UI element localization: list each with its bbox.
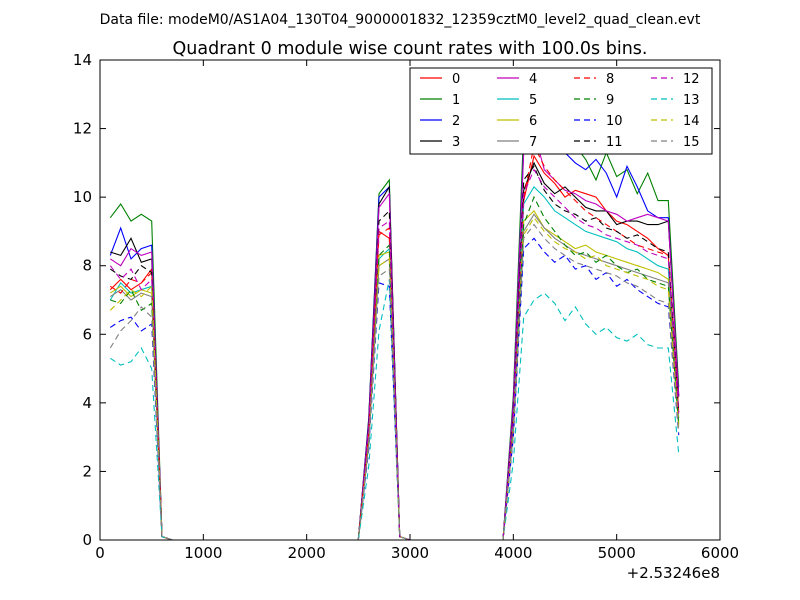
legend-label: 15 — [683, 135, 700, 150]
legend-label: 0 — [452, 72, 460, 87]
legend-label: 8 — [606, 72, 614, 87]
y-tick-label: 4 — [82, 394, 92, 412]
y-tick-label: 12 — [73, 120, 92, 138]
y-tick-label: 2 — [82, 462, 92, 480]
legend-label: 7 — [529, 135, 537, 150]
series-line-13 — [109, 279, 680, 541]
legend-label: 5 — [529, 93, 537, 108]
legend-label: 6 — [529, 114, 537, 129]
legend-label: 2 — [452, 114, 460, 129]
series-line-14 — [109, 216, 680, 541]
x-offset-label: +2.53246e8 — [627, 564, 720, 582]
series-line-15 — [109, 223, 680, 541]
legend-label: 4 — [529, 72, 537, 87]
series-line-11 — [109, 165, 680, 541]
x-tick-label: 0 — [95, 544, 105, 562]
legend-label: 11 — [606, 135, 623, 150]
x-tick-label: 1000 — [184, 544, 222, 562]
legend-label: 1 — [452, 93, 460, 108]
x-tick-label: 4000 — [494, 544, 532, 562]
y-tick-label: 0 — [82, 531, 92, 549]
y-tick-label: 14 — [73, 51, 92, 69]
legend-label: 9 — [606, 93, 614, 108]
series-line-12 — [109, 168, 680, 541]
legend-label: 14 — [683, 114, 700, 129]
x-tick-label: 2000 — [288, 544, 326, 562]
figure-suptitle: Data file: modeM0/AS1A04_130T04_90000018… — [100, 12, 701, 28]
series-lines — [109, 95, 680, 541]
x-tick-label: 6000 — [701, 544, 739, 562]
x-tick-label: 5000 — [598, 544, 636, 562]
y-tick-label: 10 — [73, 188, 92, 206]
chart-title: Quadrant 0 module wise count rates with … — [173, 39, 648, 59]
y-tick-label: 8 — [82, 257, 92, 275]
x-tick-label: 3000 — [391, 544, 429, 562]
plot-frame — [99, 59, 721, 541]
legend-frame — [409, 67, 713, 155]
legend-label: 10 — [606, 114, 623, 129]
y-tick-label: 6 — [82, 325, 92, 343]
legend-label: 3 — [452, 135, 460, 150]
legend-label: 12 — [683, 72, 700, 87]
legend-label: 13 — [683, 93, 700, 108]
